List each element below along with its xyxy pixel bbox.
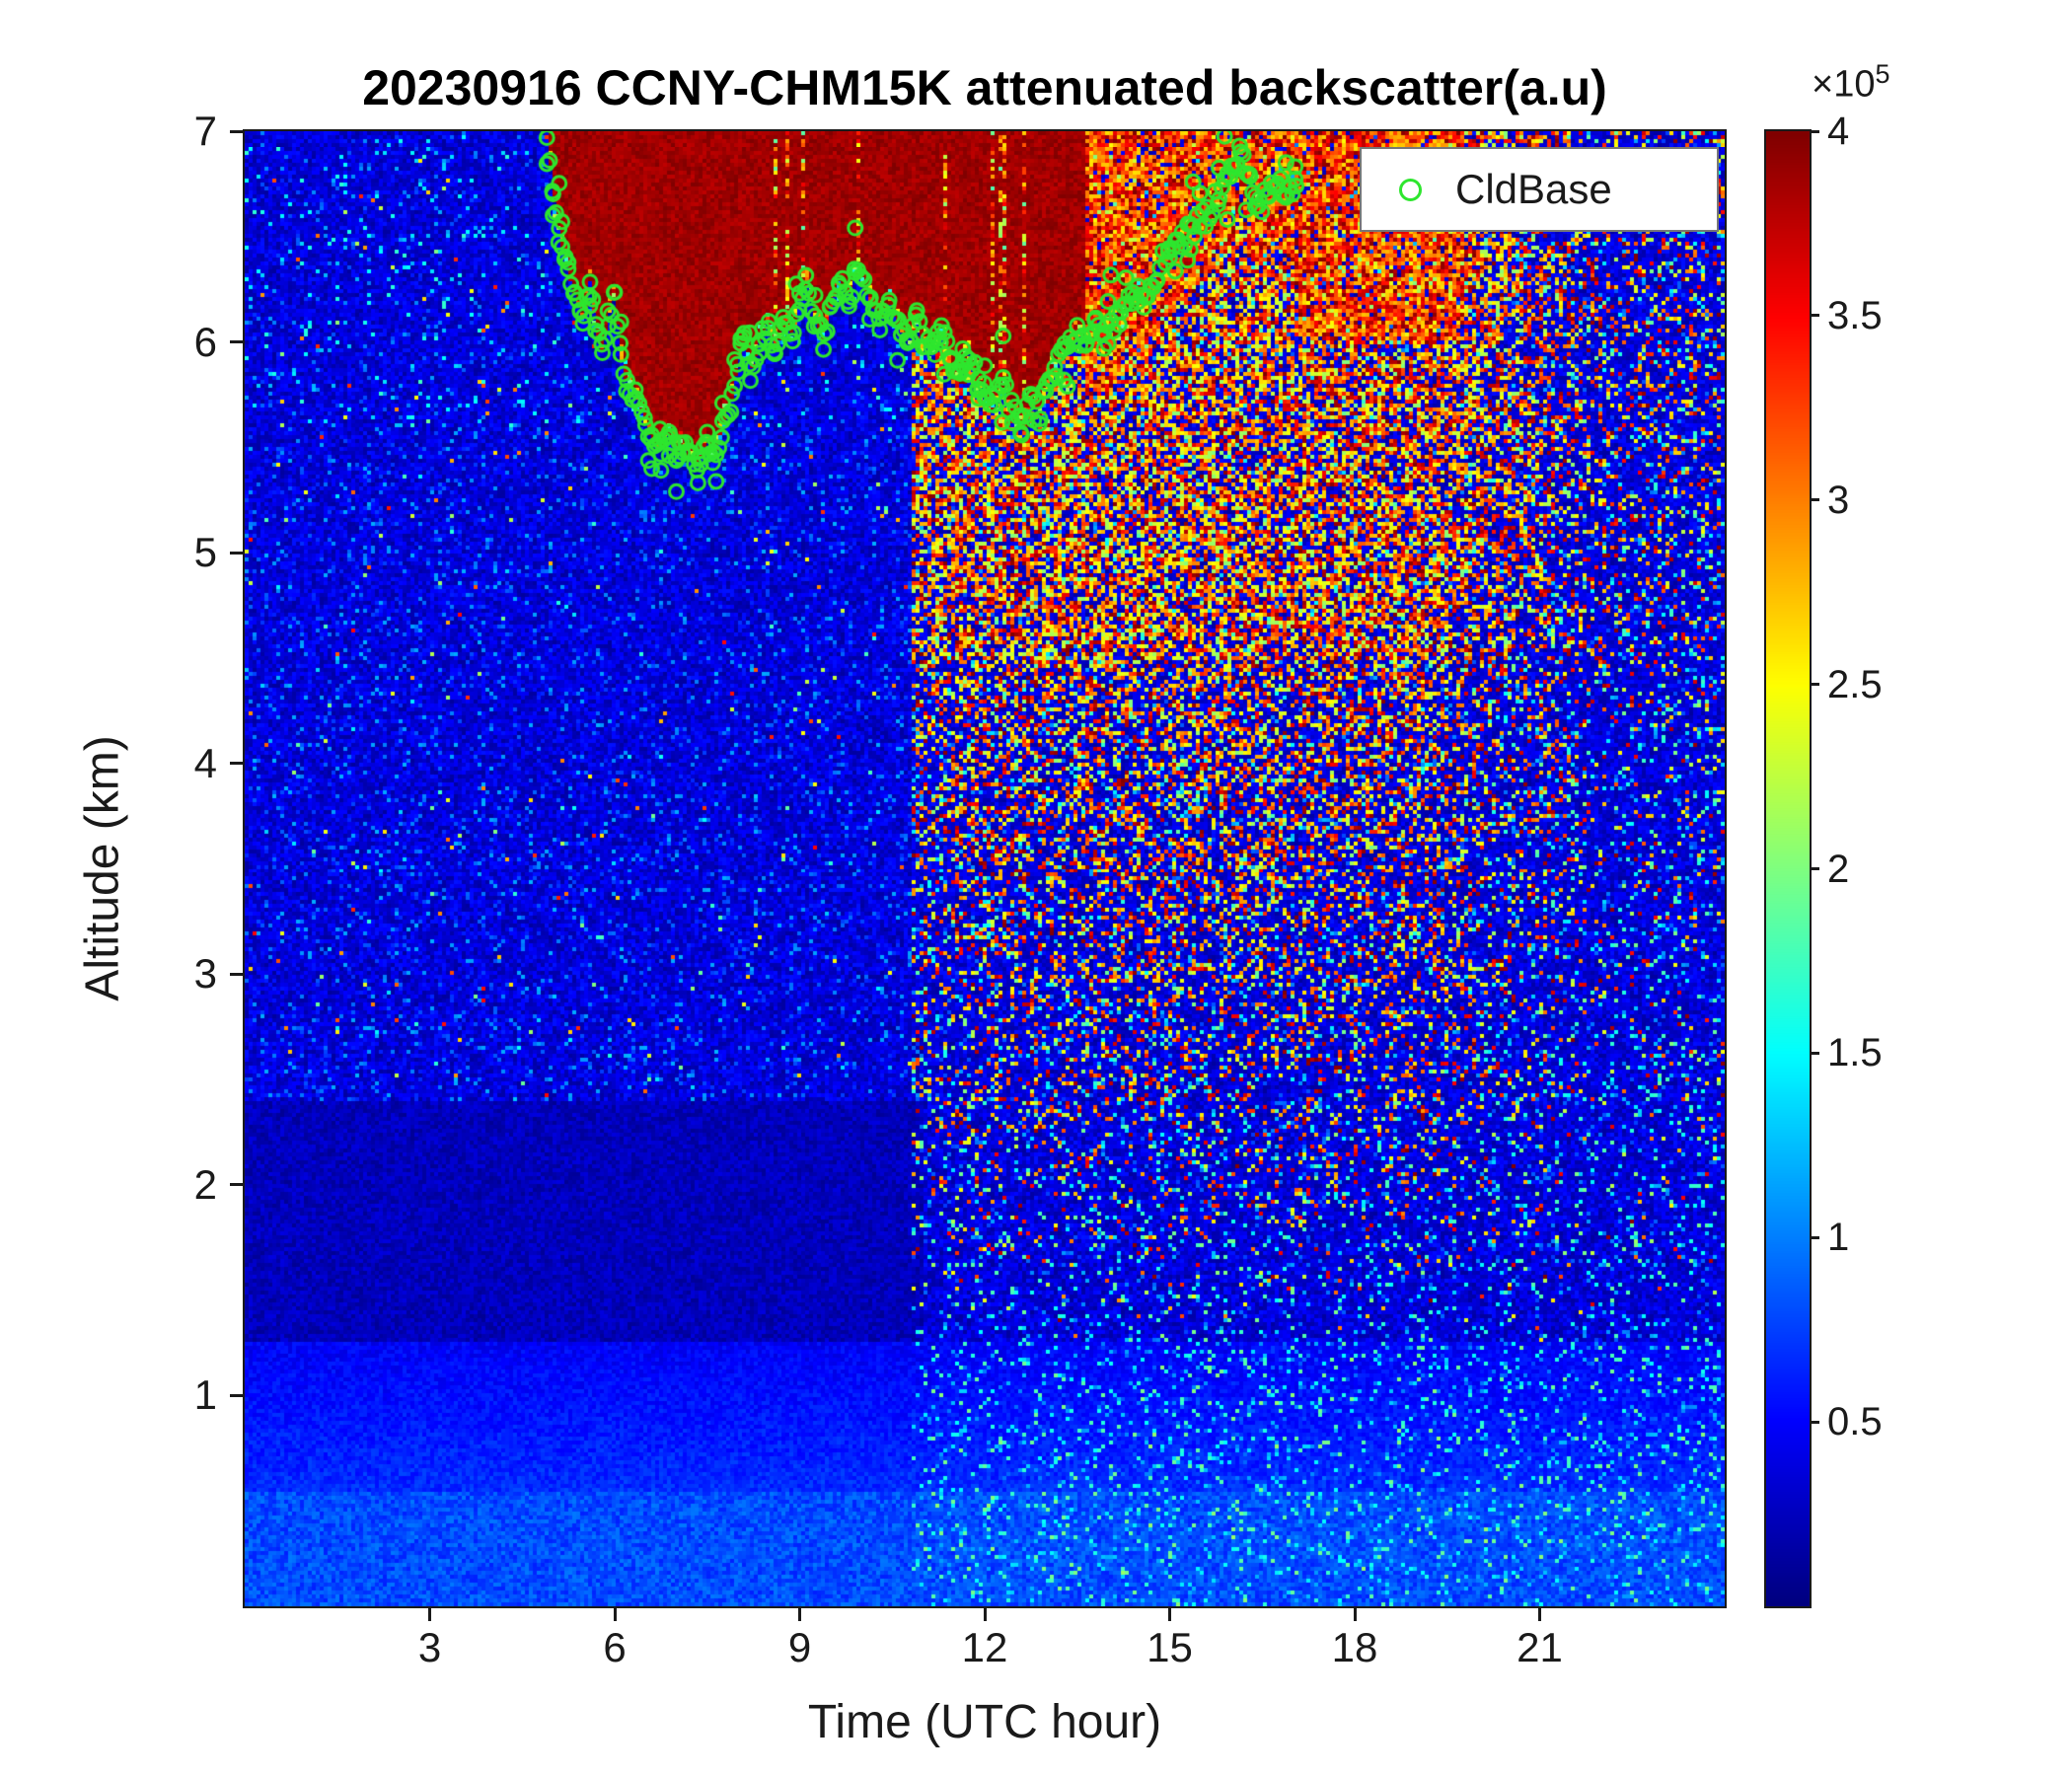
- heatmap-canvas: [245, 131, 1725, 1606]
- y-tick-mark: [230, 340, 243, 344]
- x-tick-label: 6: [603, 1624, 627, 1670]
- colorbar-tick-label: 0.5: [1827, 1400, 1883, 1444]
- colorbar-tick-label: 1.5: [1827, 1031, 1883, 1075]
- colorbar-exponent-label: ×105: [1812, 59, 1890, 107]
- x-tick-mark: [613, 1608, 617, 1621]
- colorbar-tick-label: 2: [1827, 847, 1850, 891]
- y-tick-label: 2: [193, 1160, 217, 1208]
- colorbar-exponent-base: ×10: [1812, 63, 1876, 106]
- y-tick-mark: [230, 1183, 243, 1187]
- x-tick-mark: [1168, 1608, 1171, 1621]
- x-tick-mark: [428, 1608, 431, 1621]
- y-tick-mark: [230, 129, 243, 133]
- x-tick-mark: [1538, 1608, 1541, 1621]
- x-tick-label: 12: [961, 1624, 1008, 1670]
- y-tick-label: 3: [193, 950, 217, 998]
- y-tick-label: 1: [193, 1371, 217, 1419]
- colorbar-gradient: [1766, 131, 1810, 1606]
- legend: CldBase: [1360, 147, 1719, 232]
- colorbar-tick-label: 3: [1827, 478, 1850, 522]
- colorbar-tick-mark: [1810, 1235, 1819, 1239]
- y-tick-label: 4: [193, 739, 217, 786]
- legend-label: CldBase: [1455, 166, 1612, 212]
- y-tick-mark: [230, 762, 243, 766]
- x-tick-mark: [983, 1608, 987, 1621]
- x-tick-mark: [1353, 1608, 1357, 1621]
- colorbar-tick-label: 1: [1827, 1216, 1850, 1260]
- colorbar-tick-mark: [1810, 1051, 1819, 1055]
- x-tick-label: 9: [787, 1624, 812, 1670]
- y-tick-label: 5: [193, 529, 217, 576]
- colorbar-exponent-power: 5: [1875, 59, 1890, 89]
- y-tick-label: 6: [193, 318, 217, 365]
- plot-title: 20230916 CCNY-CHM15K attenuated backscat…: [362, 60, 1607, 115]
- plot-area: [243, 129, 1727, 1608]
- x-tick-label: 18: [1331, 1624, 1378, 1670]
- x-tick-label: 15: [1147, 1624, 1193, 1670]
- y-tick-label: 7: [193, 108, 217, 154]
- y-tick-mark: [230, 1393, 243, 1397]
- colorbar-tick-label: 2.5: [1827, 662, 1883, 706]
- colorbar-tick-label: 3.5: [1827, 293, 1883, 337]
- x-tick-mark: [798, 1608, 801, 1621]
- colorbar-tick-label: 4: [1827, 110, 1850, 153]
- colorbar-tick-mark: [1810, 1420, 1819, 1424]
- x-axis-label: Time (UTC hour): [807, 1696, 1162, 1748]
- y-tick-mark: [230, 972, 243, 976]
- colorbar-tick-mark: [1810, 867, 1819, 870]
- y-axis-label: Altitude (km): [76, 735, 129, 1001]
- colorbar-tick-mark: [1810, 129, 1819, 133]
- x-tick-label: 3: [417, 1624, 442, 1670]
- colorbar-tick-mark: [1810, 314, 1819, 318]
- colorbar-tick-mark: [1810, 498, 1819, 502]
- colorbar-tick-mark: [1810, 683, 1819, 687]
- colorbar: [1764, 129, 1812, 1608]
- x-tick-label: 21: [1517, 1624, 1563, 1670]
- y-tick-mark: [230, 551, 243, 555]
- cldbase-marker-icon: [1399, 178, 1422, 201]
